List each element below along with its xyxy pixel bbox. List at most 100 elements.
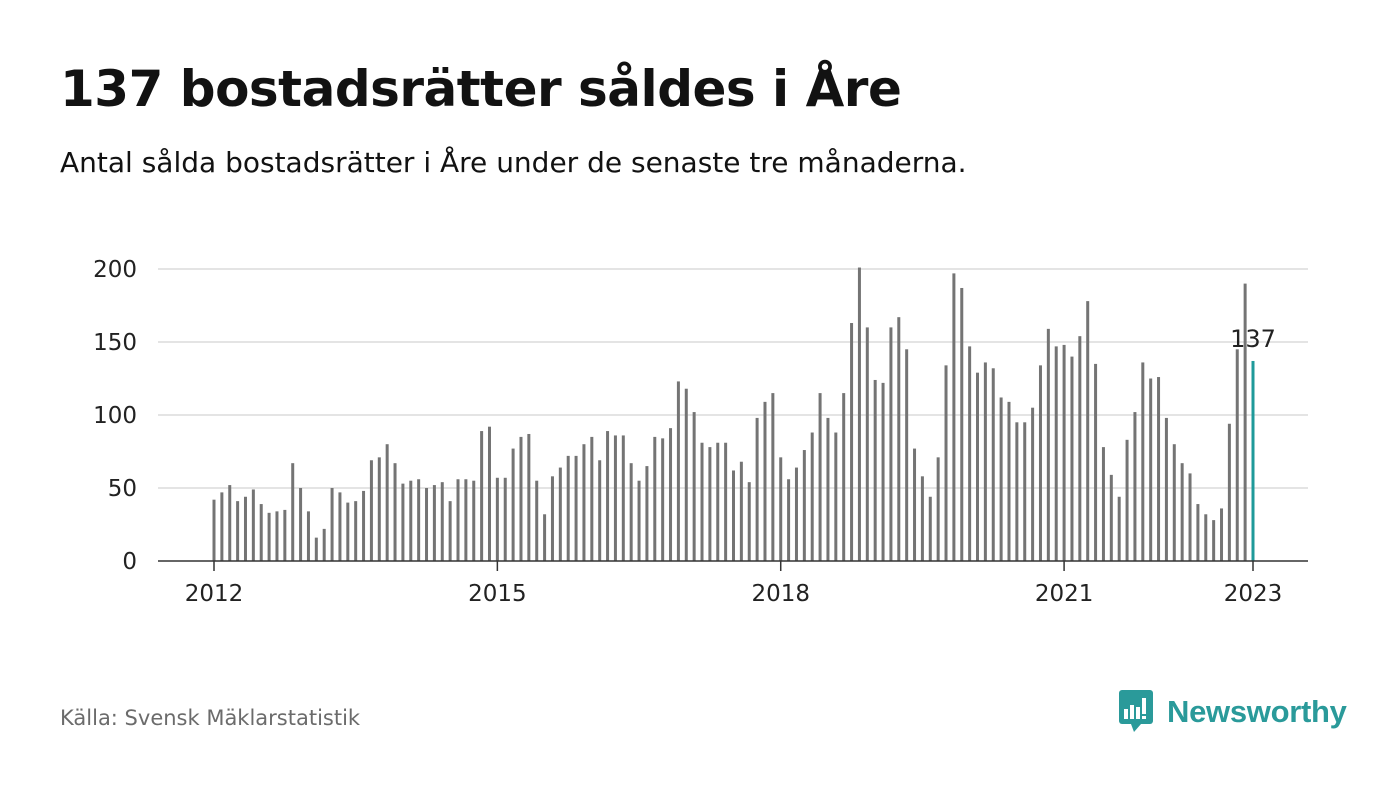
bar [991, 368, 995, 561]
x-tick-label: 2021 [1035, 581, 1094, 607]
bar [936, 457, 940, 561]
bar [692, 412, 696, 561]
bar [645, 466, 649, 561]
x-tick-label: 2015 [468, 581, 527, 607]
bar [724, 442, 728, 561]
bar-highlight [1251, 360, 1255, 561]
bar [299, 488, 303, 561]
bar [1180, 463, 1184, 561]
bar [952, 273, 956, 561]
bar [755, 417, 759, 561]
bar [1070, 356, 1074, 561]
bar [385, 444, 389, 561]
bar [708, 447, 712, 561]
bar [314, 537, 318, 561]
bar [228, 485, 232, 561]
bar [409, 480, 413, 561]
bar [1007, 401, 1011, 561]
y-tick-label: 100 [93, 403, 137, 429]
bar [590, 436, 594, 561]
bar [487, 426, 491, 561]
source-note: Källa: Svensk Mäklarstatistik [60, 706, 361, 730]
bar [732, 470, 735, 561]
bar [1164, 417, 1168, 561]
bar [661, 438, 665, 561]
bar [1172, 444, 1176, 561]
bar [393, 463, 397, 561]
bar [480, 431, 484, 561]
bar [716, 442, 720, 561]
bar [369, 460, 373, 561]
bar [432, 485, 436, 561]
bar [834, 432, 838, 561]
bar [582, 444, 586, 561]
bar [220, 492, 224, 561]
bar [1023, 422, 1027, 561]
bar [739, 461, 743, 561]
bar [212, 499, 216, 561]
chart-subtitle: Antal sålda bostadsrätter i Åre under de… [60, 146, 967, 179]
chart-title: 137 bostadsrätter såldes i Åre [60, 60, 902, 118]
bar [629, 463, 633, 561]
bar [842, 393, 846, 561]
bar [1078, 336, 1082, 561]
bar [873, 379, 877, 561]
newsworthy-logo[interactable]: Newsworthy [1119, 690, 1347, 734]
bar [291, 463, 295, 561]
bar [527, 433, 531, 561]
bar [905, 349, 909, 561]
bar [747, 482, 751, 561]
bar [913, 448, 917, 561]
bar [425, 488, 429, 561]
x-tick-label: 2012 [185, 581, 244, 607]
bar [676, 381, 680, 561]
bar [259, 504, 263, 561]
bar [550, 476, 554, 561]
bar [495, 477, 499, 561]
bar [865, 327, 869, 561]
bar [621, 435, 625, 561]
bar [968, 346, 972, 561]
bar [1101, 447, 1105, 561]
bar [1125, 439, 1129, 561]
bar [1133, 412, 1137, 561]
bar [511, 448, 515, 561]
bar [1227, 423, 1231, 561]
bar [920, 476, 924, 561]
bar [1149, 378, 1153, 561]
bar [794, 467, 798, 561]
bar [267, 512, 271, 561]
bar [1157, 377, 1161, 561]
bar [440, 482, 444, 561]
bar [802, 450, 806, 561]
bar [637, 480, 641, 561]
y-tick-label: 200 [93, 257, 137, 283]
bar [1094, 363, 1098, 561]
bar [669, 428, 673, 561]
bar [983, 362, 987, 561]
bar [236, 501, 240, 561]
bar [338, 492, 342, 561]
bar [519, 436, 523, 561]
bar [275, 511, 279, 561]
bar [857, 267, 861, 561]
bar [1220, 508, 1224, 561]
bar [377, 457, 381, 561]
bar [574, 455, 578, 561]
bar [771, 393, 775, 561]
bar [354, 501, 358, 561]
bar [472, 480, 476, 561]
bar [330, 488, 334, 561]
bar [1046, 328, 1050, 561]
bar [283, 509, 287, 561]
bar [613, 435, 617, 561]
bar [1062, 344, 1066, 561]
bar-chart: 0 50 100 150 200 2012 2015 2018 2021 2023 137 [93, 257, 1308, 607]
bar [889, 327, 893, 561]
bar [464, 479, 468, 561]
bar [1141, 362, 1145, 561]
bar [928, 496, 932, 561]
bar [960, 287, 964, 561]
bar [362, 490, 366, 561]
bar [543, 514, 547, 561]
